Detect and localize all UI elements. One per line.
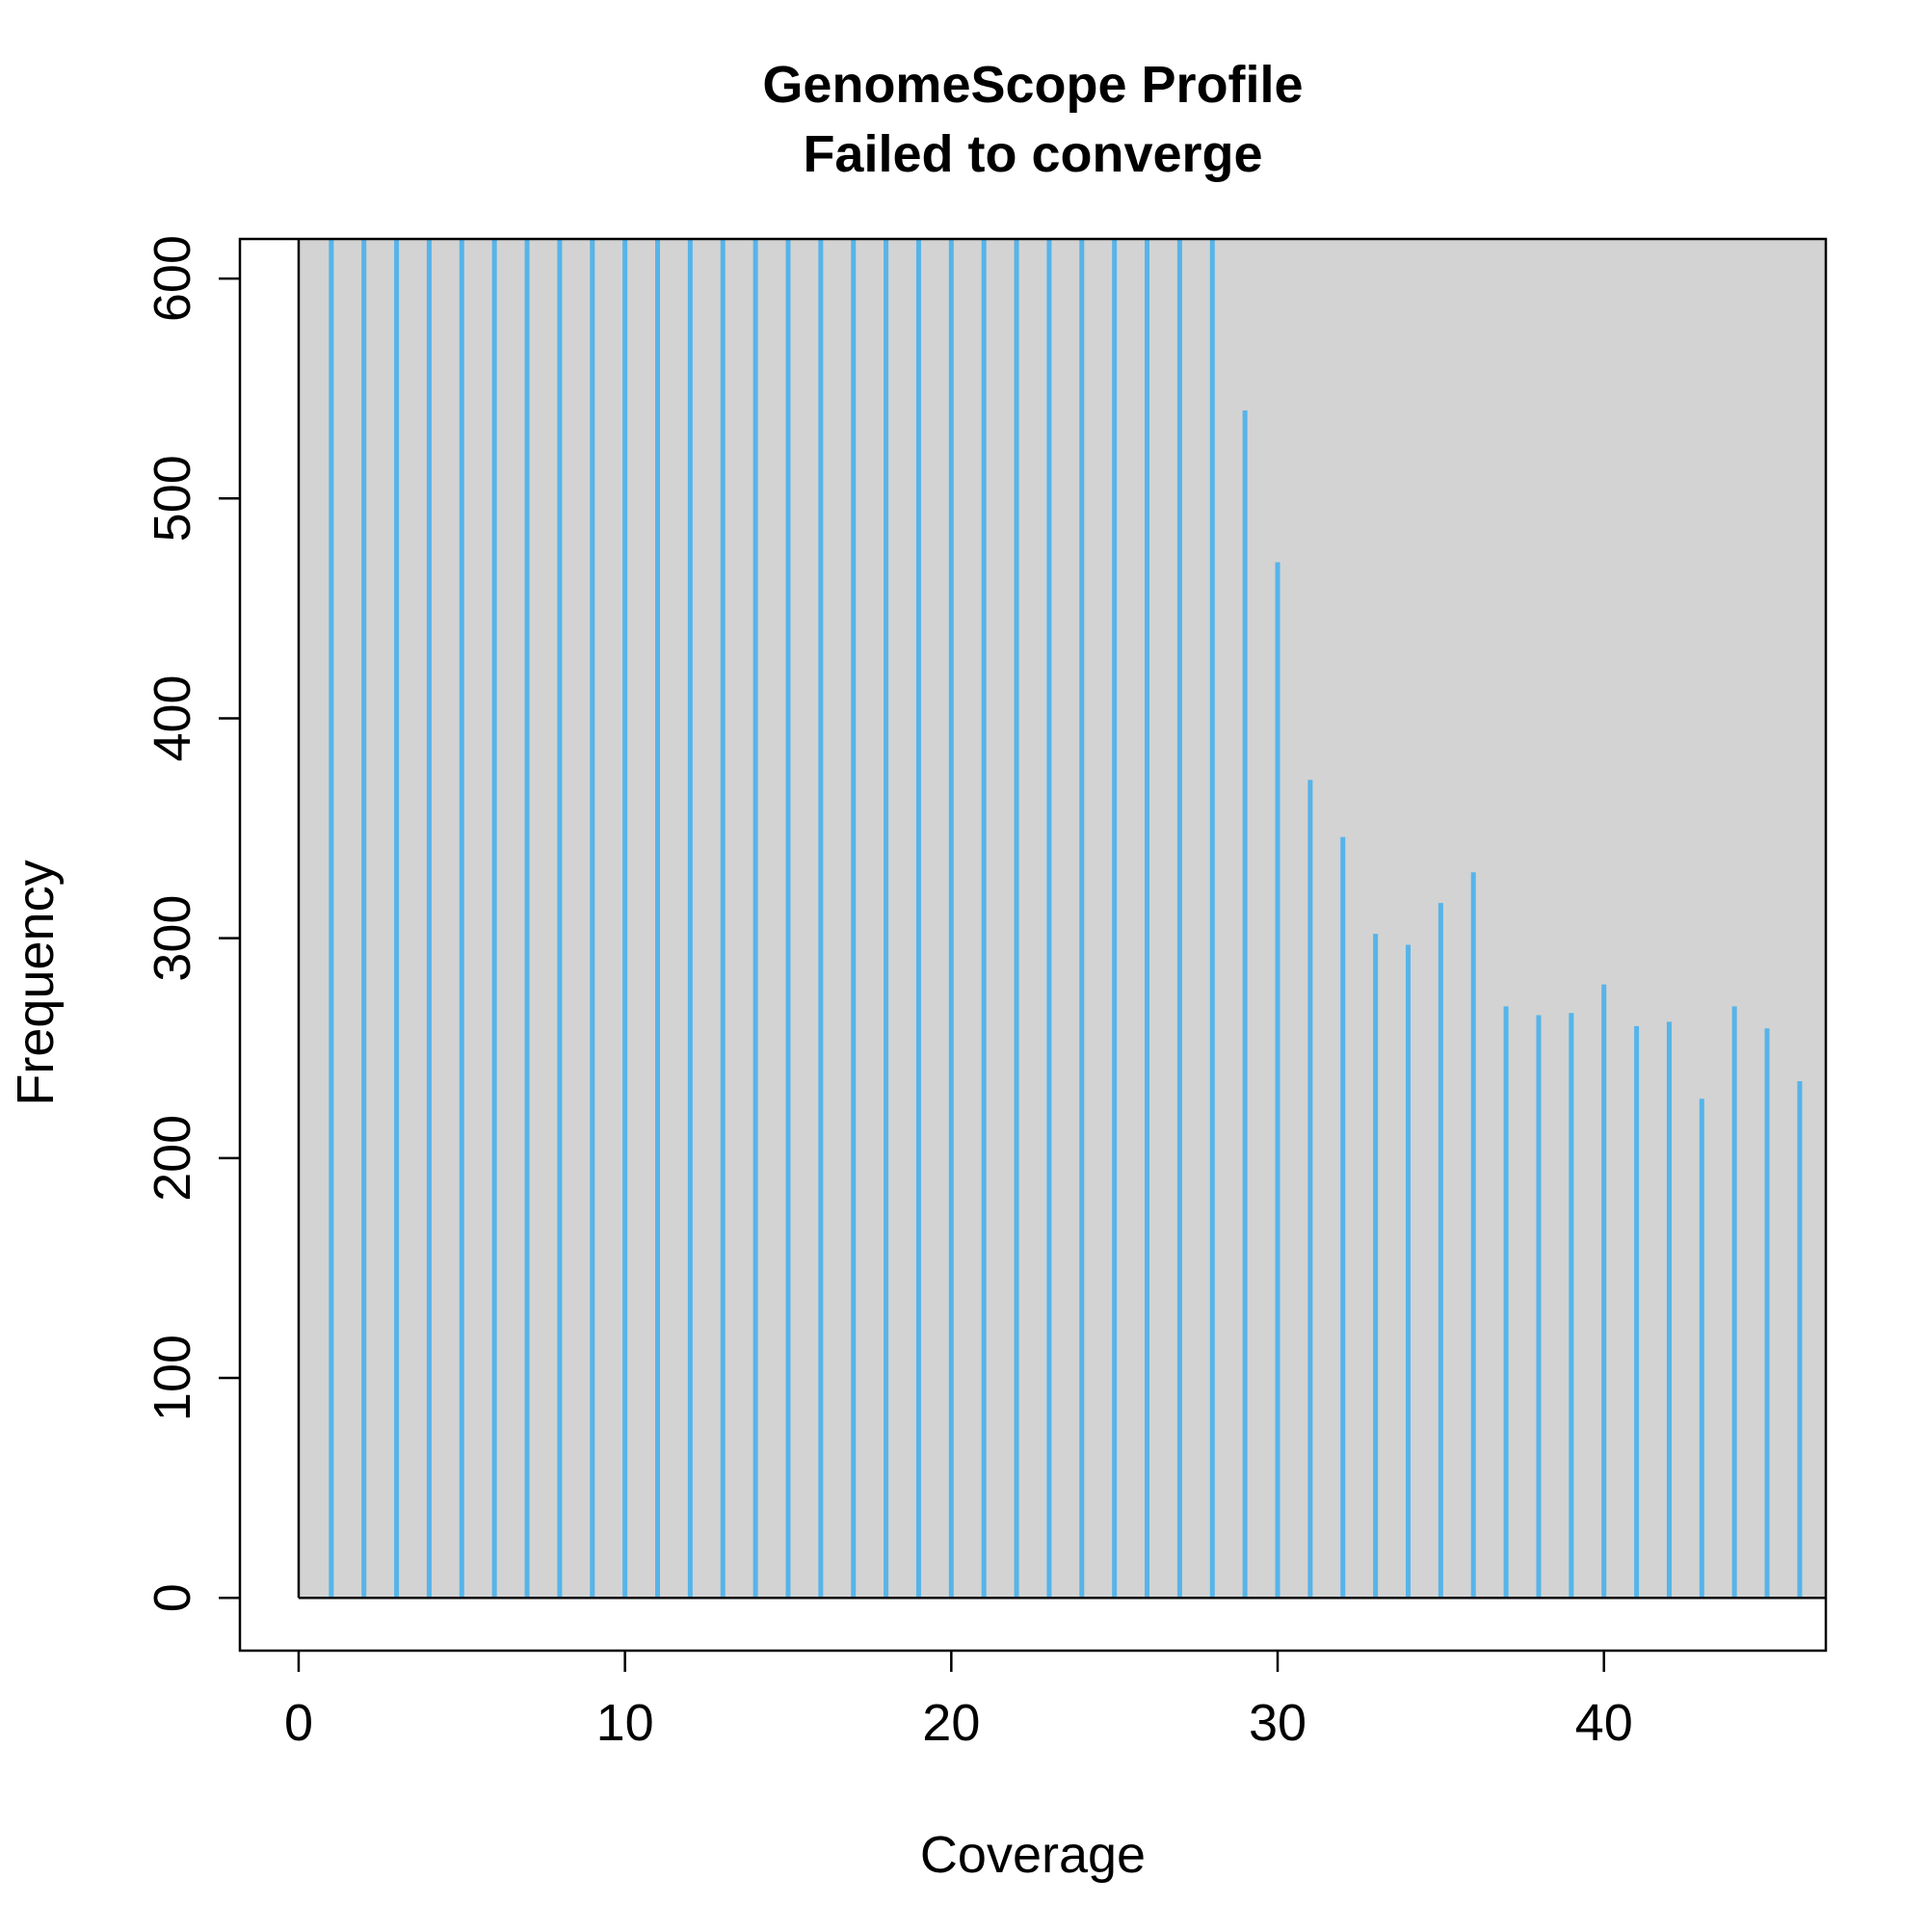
y-tick-label: 300 xyxy=(144,895,201,982)
x-tick-label: 20 xyxy=(922,1694,980,1752)
y-tick-label: 500 xyxy=(144,455,201,542)
y-tick-label: 200 xyxy=(144,1115,201,1202)
y-axis-label: Frequency xyxy=(7,860,65,1105)
y-tick-label: 400 xyxy=(144,675,201,761)
x-tick-label: 40 xyxy=(1575,1694,1633,1752)
y-tick-label: 600 xyxy=(144,235,201,322)
chart-title: GenomeScope Profile xyxy=(762,56,1303,114)
x-axis-label: Coverage xyxy=(920,1826,1146,1884)
x-tick-label: 0 xyxy=(284,1694,313,1752)
x-tick-label: 30 xyxy=(1249,1694,1307,1752)
chart-subtitle: Failed to converge xyxy=(803,125,1262,183)
y-tick-label: 0 xyxy=(144,1583,201,1612)
y-tick-label: 100 xyxy=(144,1335,201,1421)
x-tick-label: 10 xyxy=(596,1694,654,1752)
plot-frame xyxy=(238,237,1828,1653)
